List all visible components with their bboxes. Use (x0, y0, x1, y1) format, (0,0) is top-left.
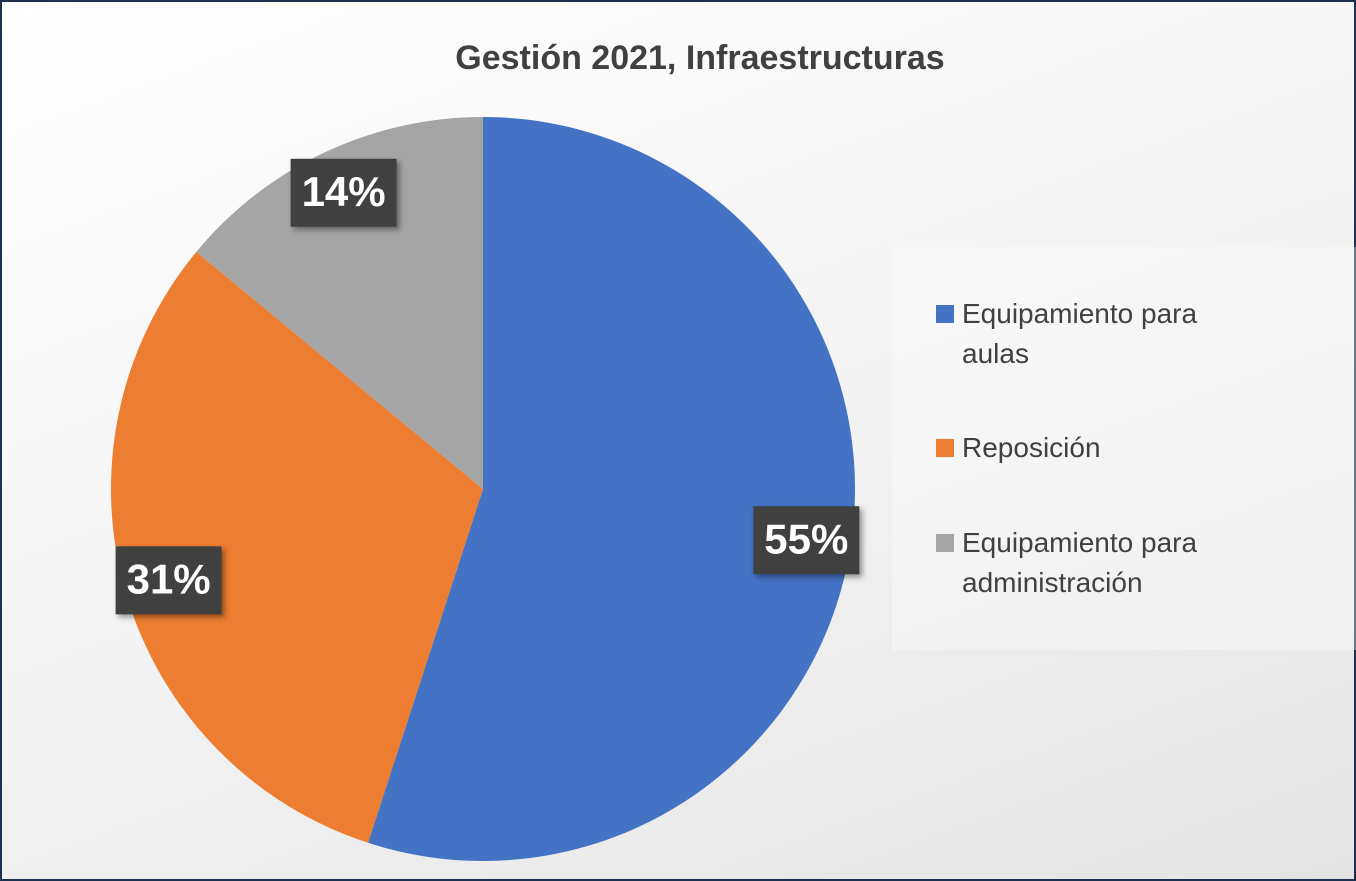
pie-slice (110, 251, 484, 843)
pie-slice (196, 117, 483, 489)
legend-label: Equipamiento para administración (962, 526, 1198, 598)
legend-item: Reposición (892, 428, 1356, 468)
data-label: 55% (764, 515, 848, 562)
legend-label: Equipamiento para aulas (962, 298, 1198, 370)
legend-swatch (936, 533, 954, 552)
pie-slice (368, 117, 856, 862)
legend: Equipamiento para aulas Reposición Equipam… (892, 247, 1356, 650)
chart-title: Gestión 2021, Infraestructuras (455, 39, 944, 77)
legend-item: Equipamiento para administración (892, 523, 1356, 603)
data-label: 14% (302, 168, 386, 215)
data-label-box (290, 158, 397, 227)
legend-swatch (936, 439, 954, 458)
data-label: 31% (127, 555, 211, 602)
data-label-box (753, 506, 860, 575)
legend-item: Equipamiento para aulas (892, 294, 1356, 374)
legend-label: Reposición (962, 432, 1101, 464)
legend-swatch (936, 305, 954, 324)
data-label-box (115, 546, 222, 615)
